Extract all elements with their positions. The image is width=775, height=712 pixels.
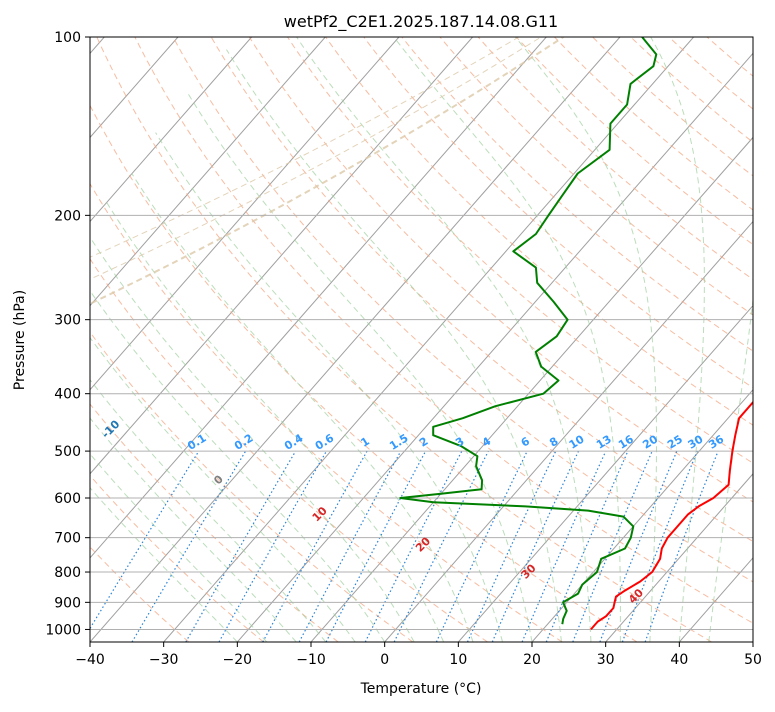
y-tick-label: 400: [54, 387, 81, 403]
x-tick-label: 50: [744, 652, 762, 668]
x-tick-label: −20: [223, 652, 253, 668]
x-tick-label: 0: [380, 652, 389, 668]
x-tick-label: 10: [449, 652, 467, 668]
y-tick-label: 500: [54, 444, 81, 460]
y-tick-label: 100: [54, 30, 81, 46]
x-tick-label: −30: [149, 652, 179, 668]
x-tick-label: 30: [597, 652, 615, 668]
y-tick-label: 300: [54, 313, 81, 329]
y-tick-label: 1000: [45, 622, 81, 638]
y-tick-label: 900: [54, 595, 81, 611]
x-tick-label: 40: [670, 652, 688, 668]
x-tick-label: 20: [523, 652, 541, 668]
y-tick-label: 800: [54, 565, 81, 581]
x-tick-label: −40: [75, 652, 105, 668]
y-tick-label: 200: [54, 208, 81, 224]
chart-title: wetPf2_C2E1.2025.187.14.08.G11: [284, 12, 558, 32]
y-axis-title: Pressure (hPa): [12, 290, 28, 390]
y-tick-label: 600: [54, 491, 81, 507]
x-axis-title: Temperature (°C): [360, 681, 482, 697]
y-tick-label: 700: [54, 531, 81, 547]
x-tick-label: −10: [296, 652, 326, 668]
